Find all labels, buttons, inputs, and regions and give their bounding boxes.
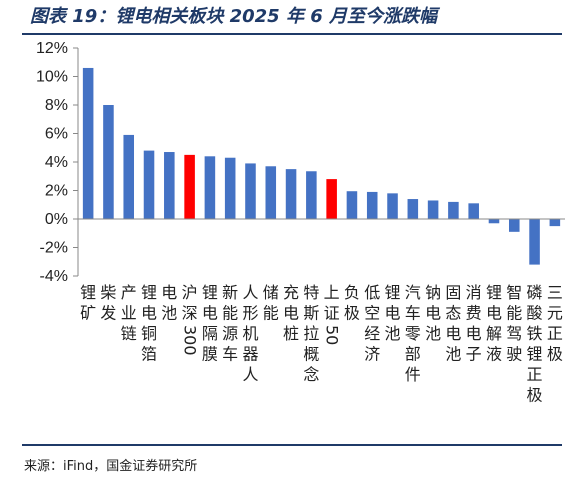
category-label: 储能 (263, 283, 279, 323)
y-tick-label: 12% (36, 40, 68, 57)
bar-16 (387, 193, 398, 219)
bar-1 (82, 67, 94, 219)
bar-17 (407, 199, 419, 219)
y-tick-label: 0% (45, 211, 68, 228)
category-label: 新能源车 (222, 283, 238, 364)
y-tick-label: 8% (45, 97, 68, 114)
bottom-rule (22, 444, 562, 446)
title-rule (22, 33, 562, 35)
bar-13 (326, 179, 337, 219)
bar-18 (427, 200, 439, 219)
bar-24 (549, 219, 561, 227)
y-tick-label: -4% (40, 268, 68, 285)
bar-3 (123, 134, 135, 219)
bar-23 (529, 219, 540, 265)
category-label-digits: 50 (323, 325, 342, 345)
bar-9 (245, 163, 256, 219)
category-label: 充电桩 (283, 283, 299, 343)
category-label: 固态电池 (445, 283, 461, 364)
y-tick-label: 4% (45, 154, 68, 171)
category-label: 汽车零部件 (405, 283, 421, 384)
category-label: 人形机器人 (242, 283, 258, 384)
category-label: 锂矿 (80, 283, 96, 323)
category-label: 钠电池 (425, 283, 441, 343)
chart-title: 图表 19：锂电相关板块 2025 年 6 月至今涨跌幅 (30, 6, 438, 27)
category-label: 锂电池 (385, 283, 401, 343)
bar-2 (103, 105, 114, 219)
category-label-digits: 300 (181, 325, 200, 356)
bar-15 (366, 191, 378, 219)
bar-5 (164, 152, 175, 219)
category-label: 智能驾驶 (506, 283, 522, 364)
category-label: 特斯拉概念 (303, 283, 319, 384)
category-label: 锂电隔膜 (202, 283, 218, 364)
y-tick-label: -2% (40, 240, 68, 257)
bar-12 (306, 171, 317, 219)
category-label: 柴发 (100, 283, 116, 323)
bar-11 (285, 169, 297, 219)
bar-19 (448, 201, 459, 219)
bar-22 (508, 219, 520, 232)
bar-7 (204, 156, 216, 219)
category-label: 消费电子 (466, 283, 482, 364)
category-label: 产业链 (121, 283, 137, 343)
category-label: 上证 (324, 283, 340, 323)
source-note: 来源：iFind，国金证券研究所 (24, 459, 198, 474)
bar-20 (468, 203, 479, 219)
category-label: 磷酸铁锂正极 (527, 283, 543, 405)
category-label: 锂电解液 (486, 283, 502, 364)
bar-10 (265, 166, 277, 219)
bar-4 (143, 150, 155, 219)
category-label: 负极 (344, 283, 360, 323)
category-label: 锂电铜箔 (141, 283, 157, 364)
y-tick-label: 10% (36, 69, 68, 86)
y-tick-label: 2% (45, 183, 68, 200)
bar-8 (224, 157, 236, 219)
category-label: 沪深 (182, 283, 198, 323)
bar-14 (346, 191, 358, 219)
category-label: 三元正极 (547, 283, 563, 364)
bar-21 (488, 219, 500, 224)
category-label: 电池 (161, 283, 177, 323)
y-tick-label: 6% (45, 126, 68, 143)
bar-6 (184, 154, 195, 219)
category-label: 低空经济 (364, 283, 380, 364)
